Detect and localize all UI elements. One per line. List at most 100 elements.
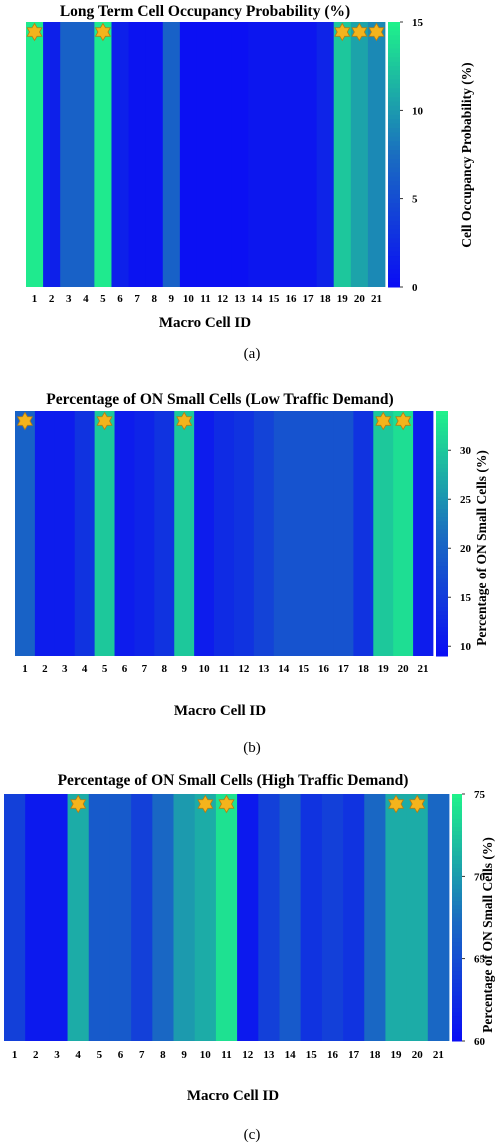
heatmap-cell xyxy=(162,22,181,287)
colorbar-segment xyxy=(436,480,448,485)
colorbar-segment xyxy=(388,234,400,239)
colorbar-segment xyxy=(436,484,448,490)
colorbar-segment xyxy=(436,545,448,551)
x-tick-label: 5 xyxy=(97,1049,103,1061)
caption-b: (b) xyxy=(243,740,261,756)
star-icon xyxy=(197,794,214,814)
star-icon xyxy=(218,794,235,814)
xticks-a: 1 2 3 4 5 6 7 8 9 10 11 12 13 14 15 16 17 18 19 20 21 xyxy=(32,293,382,305)
colorbar-segment xyxy=(436,639,448,645)
colorbar-segment xyxy=(388,238,400,244)
colorbar-segment xyxy=(436,541,448,547)
colorbar-ticks-b: 10 15 20 25 30 xyxy=(448,445,472,653)
x-tick-label: 17 xyxy=(348,1049,360,1061)
heatmap-cell xyxy=(60,22,78,287)
colorbar-segment xyxy=(452,987,462,993)
x-tick-label: 21 xyxy=(371,293,382,305)
x-tick-label: 3 xyxy=(62,663,68,675)
colorbar-segment xyxy=(388,52,400,58)
colorbar-segment xyxy=(452,942,462,947)
colorbar-label-a: Cell Occupancy Probability (%) xyxy=(459,62,474,247)
colorbar-segment xyxy=(452,979,462,984)
heatmap-cell xyxy=(88,794,111,1041)
colorbar-segment xyxy=(452,839,462,844)
x-tick-label: 18 xyxy=(358,663,370,675)
x-tick-label: 6 xyxy=(118,1049,124,1061)
heatmap-cell xyxy=(25,794,47,1041)
colorbar-segment xyxy=(436,443,448,449)
colorbar-segment xyxy=(436,504,448,510)
heatmap-cell xyxy=(194,411,215,656)
colorbar-segment xyxy=(436,562,448,567)
colorbar-segment xyxy=(436,521,448,526)
colorbar-segment xyxy=(436,460,448,465)
x-tick-label: 14 xyxy=(278,663,290,675)
heatmap-cell xyxy=(114,411,135,656)
colorbar-segment xyxy=(388,273,400,279)
heatmap-cell xyxy=(406,794,429,1041)
heatmap-cell xyxy=(43,22,61,287)
x-tick-label: 4 xyxy=(75,1049,81,1061)
colorbar-segment xyxy=(452,843,462,849)
colorbar-segment xyxy=(436,566,448,571)
star-icon xyxy=(70,794,87,814)
star-icon xyxy=(334,22,351,42)
colorbar-segment xyxy=(452,798,462,803)
colorbar-tick-label: 10 xyxy=(412,105,424,117)
colorbar-segment xyxy=(388,225,400,231)
star-icon xyxy=(26,22,43,42)
colorbar-segment xyxy=(436,611,448,616)
heatmap-cell xyxy=(145,22,164,287)
x-tick-label: 20 xyxy=(354,293,366,305)
colorbar-segment xyxy=(436,525,448,530)
x-tick-label: 19 xyxy=(391,1049,403,1061)
heatmap-cell xyxy=(273,411,295,656)
colorbar-segment xyxy=(436,635,448,641)
heatmap-cell xyxy=(173,794,196,1041)
colorbar-segment xyxy=(388,251,400,257)
x-tick-label: 4 xyxy=(82,663,88,675)
colorbar-segment xyxy=(388,97,400,102)
colorbar-segment xyxy=(388,176,400,182)
colorbar-c xyxy=(452,794,462,1042)
colorbar-segment xyxy=(452,884,462,890)
colorbar-a xyxy=(388,22,400,288)
x-tick-label: 10 xyxy=(183,293,195,305)
colorbar-segment xyxy=(452,831,462,836)
colorbar-segment xyxy=(436,607,448,612)
colorbar-segment xyxy=(388,105,400,111)
heatmap-cells-b xyxy=(15,411,434,656)
xlabel-b: Macro Cell ID xyxy=(174,703,266,719)
x-tick-label: 6 xyxy=(122,663,128,675)
colorbar-tick-label: 65 xyxy=(474,954,486,966)
stars-c xyxy=(70,794,426,814)
colorbar-segment xyxy=(452,966,462,972)
x-tick-label: 5 xyxy=(102,663,108,675)
colorbar-segment xyxy=(436,517,448,522)
colorbar-segment xyxy=(452,1036,462,1042)
colorbar-segment xyxy=(452,822,462,828)
colorbar-segment xyxy=(452,1028,462,1034)
colorbar-segment xyxy=(452,859,462,865)
colorbar-label-b: Percentage of ON Small Cells (%) xyxy=(474,450,489,646)
heatmap-cell xyxy=(353,411,374,656)
colorbar-segment xyxy=(452,1016,462,1021)
colorbar-segment xyxy=(388,185,400,191)
colorbar-tick-label: 15 xyxy=(460,592,472,604)
colorbar-segment xyxy=(436,427,448,432)
x-tick-label: 11 xyxy=(221,1049,231,1061)
heatmap-cell xyxy=(74,411,96,656)
x-tick-label: 19 xyxy=(378,663,390,675)
colorbar-segment xyxy=(388,75,400,80)
x-tick-label: 8 xyxy=(162,663,168,675)
star-icon xyxy=(96,411,113,431)
colorbar-segment xyxy=(452,901,462,906)
x-tick-label: 10 xyxy=(200,1049,212,1061)
colorbar-segment xyxy=(436,643,448,649)
colorbar-segment xyxy=(452,950,462,956)
colorbar-segment xyxy=(436,598,448,604)
colorbar-segment xyxy=(436,488,448,494)
colorbar-b xyxy=(436,411,448,657)
colorbar-segment xyxy=(388,26,400,32)
colorbar-segment xyxy=(452,868,462,873)
